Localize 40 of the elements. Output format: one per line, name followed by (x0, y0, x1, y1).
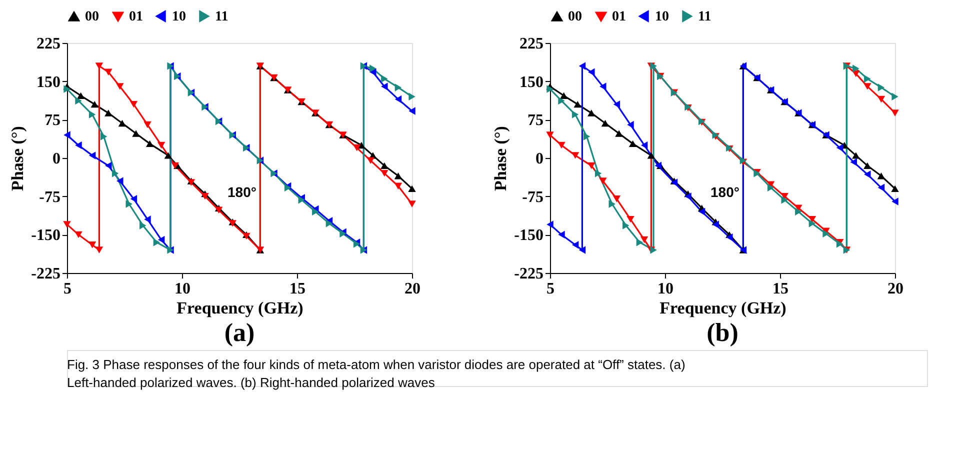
y-tick-label: 150 (520, 74, 544, 91)
x-tick-label: 20 (888, 280, 904, 298)
y-tick-label: 150 (36, 74, 60, 91)
x-tick-label: 5 (64, 280, 72, 298)
y-axis-title: Phase (°) (491, 126, 510, 191)
y-tick-label: -75 (522, 188, 544, 206)
y-tick-label: 75 (528, 112, 544, 130)
y-tick-label: -75 (39, 188, 60, 206)
x-tick-label: 10 (174, 280, 190, 298)
x-tick-label: 15 (772, 280, 788, 298)
text: (b) (706, 318, 738, 347)
text: (a) (224, 318, 255, 347)
y-tick-label: -225 (31, 266, 60, 282)
y-axis-title: Phase (°) (8, 126, 28, 191)
legend-label: 10 (172, 9, 186, 24)
legend-label: 11 (698, 9, 712, 24)
annotation: 180° (710, 184, 740, 200)
y-tick-label: -150 (514, 227, 544, 244)
y-tick-label: 0 (52, 150, 60, 168)
y-tick-label: 225 (520, 36, 544, 52)
legend-label: 11 (215, 9, 228, 24)
y-tick-label: 225 (36, 36, 60, 52)
legend-label: 00 (568, 10, 582, 25)
x-tick-label: 10 (658, 280, 674, 298)
x-tick-label: 15 (290, 280, 306, 298)
y-tick-label: -225 (514, 266, 544, 282)
legend-label: 00 (85, 10, 99, 25)
y-tick-label: 75 (44, 112, 60, 130)
caption: Fig. 3 Phase responses of the four kinds of meta-atom when varistor diodes are operated at “Off” states. (a) (67, 357, 686, 372)
legend-label: 01 (612, 10, 626, 25)
x-axis-title: Frequency (GHz) (660, 298, 786, 318)
x-axis-title: Frequency (GHz) (176, 298, 304, 318)
annotation: 180° (228, 184, 256, 200)
y-tick-label: 0 (536, 150, 544, 168)
x-tick-label: 20 (404, 280, 420, 298)
legend-label: 01 (129, 10, 143, 25)
y-tick-label: -150 (31, 227, 60, 244)
text: Left-handed polarized waves. (b) Right-handed polarized waves (67, 375, 436, 390)
x-tick-label: 5 (546, 280, 554, 298)
legend-label: 10 (655, 9, 669, 24)
